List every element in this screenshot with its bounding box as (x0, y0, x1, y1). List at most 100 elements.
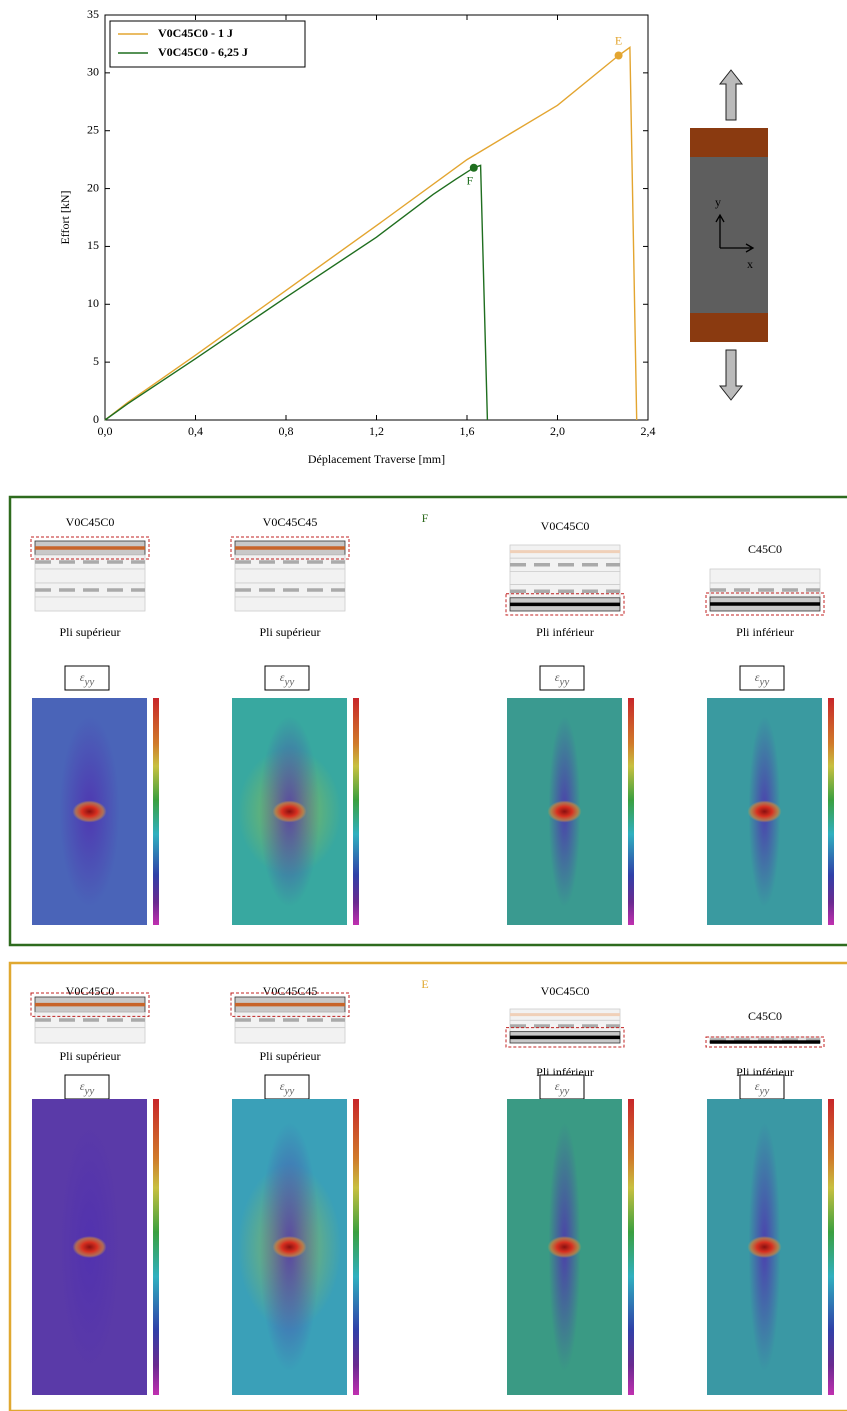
colorbar (153, 1099, 159, 1395)
panel-label: F (422, 511, 429, 525)
annotation-point (614, 51, 623, 60)
colorbar (628, 698, 634, 925)
tab (690, 128, 768, 157)
column-title: V0C45C0 (66, 515, 115, 529)
strain-label: εyy (280, 670, 295, 688)
strain-box (739, 665, 785, 691)
strain-symbol: ε (755, 1079, 760, 1093)
colorbar (828, 1099, 834, 1395)
dic-hotspot (272, 800, 307, 823)
strain-label: εyy (280, 1079, 295, 1097)
strain-subscript: yy (558, 1085, 569, 1097)
colorbar (353, 698, 359, 925)
selection-box (505, 593, 625, 616)
selection-box (505, 1027, 625, 1048)
strain-subscript: yy (758, 1085, 769, 1097)
dic-hotspot (747, 1236, 782, 1258)
x-tick-label: 2,4 (641, 424, 656, 438)
axis-letter: y (715, 195, 721, 209)
column-caption: Pli inférieur (536, 625, 594, 639)
strain-symbol: ε (555, 670, 560, 684)
arrow-up (718, 69, 744, 121)
column-title: V0C45C45 (263, 984, 318, 998)
specimen: y x (690, 69, 768, 401)
colorbar (628, 1099, 634, 1395)
colorbar (353, 1099, 359, 1395)
strain-symbol: ε (80, 1079, 85, 1093)
strain-subscript: yy (758, 676, 769, 688)
strain-symbol: ε (280, 670, 285, 684)
ply (234, 1027, 346, 1044)
colorbar (828, 698, 834, 925)
dic-hotspot (72, 1236, 107, 1258)
strain-box (739, 1074, 785, 1100)
selection-box (705, 1036, 825, 1048)
strain-box (539, 665, 585, 691)
y-tick-label: 15 (87, 238, 99, 252)
strain-box (539, 1074, 585, 1100)
y-tick-label: 25 (87, 122, 99, 136)
strain-subscript: yy (83, 676, 94, 688)
column-caption: Pli inférieur (736, 625, 794, 639)
strain-subscript: yy (283, 1085, 294, 1097)
strain-box (64, 665, 110, 691)
strain-symbol: ε (80, 670, 85, 684)
legend-label: V0C45C0 - 1 J (158, 26, 233, 40)
strain-subscript: yy (283, 676, 294, 688)
column-title: V0C45C0 (541, 519, 590, 533)
x-tick-label: 0,0 (98, 424, 113, 438)
column-title: C45C0 (748, 542, 782, 556)
specimen-body (690, 128, 768, 342)
y-tick-label: 5 (93, 354, 99, 368)
strain-label: εyy (555, 670, 570, 688)
annotation-label: E (615, 33, 622, 47)
column-title: V0C45C0 (541, 984, 590, 998)
plot-frame (104, 14, 649, 421)
strain-symbol: ε (755, 670, 760, 684)
column-caption: Pli supérieur (60, 1049, 121, 1063)
y-tick-label: 35 (87, 7, 99, 21)
strain-label: εyy (755, 670, 770, 688)
column-caption: Pli supérieur (60, 625, 121, 639)
annotation-label: F (466, 173, 473, 187)
axis-letter: x (747, 257, 753, 271)
legend-box (109, 20, 306, 68)
legend-label: V0C45C0 - 6,25 J (158, 45, 248, 59)
ply (34, 568, 146, 584)
axes-icon (715, 213, 755, 253)
ply (234, 596, 346, 612)
column-title: C45C0 (748, 1009, 782, 1023)
ply (34, 1027, 146, 1044)
selection-box (230, 992, 350, 1017)
strain-box (64, 1074, 110, 1100)
y-axis-label: Effort [kN] (58, 190, 72, 244)
column-caption: Pli supérieur (260, 625, 321, 639)
ply (509, 571, 621, 586)
panel-label: E (421, 977, 428, 991)
strain-symbol: ε (280, 1079, 285, 1093)
x-tick-label: 2,0 (550, 424, 565, 438)
dic-hotspot (72, 800, 107, 823)
arrow-down (718, 349, 744, 401)
tab (690, 313, 768, 342)
x-tick-label: 1,2 (369, 424, 384, 438)
y-tick-label: 10 (87, 296, 99, 310)
y-tick-label: 0 (93, 412, 99, 426)
column-caption: Pli supérieur (260, 1049, 321, 1063)
series-line (104, 164, 489, 421)
colorbar (153, 698, 159, 925)
x-tick-label: 1,6 (460, 424, 475, 438)
ply (34, 596, 146, 612)
dic-hotspot (547, 1236, 582, 1258)
strain-label: εyy (80, 1079, 95, 1097)
strain-symbol: ε (555, 1079, 560, 1093)
selection-box (30, 992, 150, 1017)
strain-box (264, 665, 310, 691)
panel-border (8, 961, 847, 1411)
dic-hotspot (547, 800, 582, 823)
series-line (104, 46, 638, 421)
strain-label: εyy (755, 1079, 770, 1097)
y-tick-label: 20 (87, 180, 99, 194)
panel-border (8, 495, 847, 947)
